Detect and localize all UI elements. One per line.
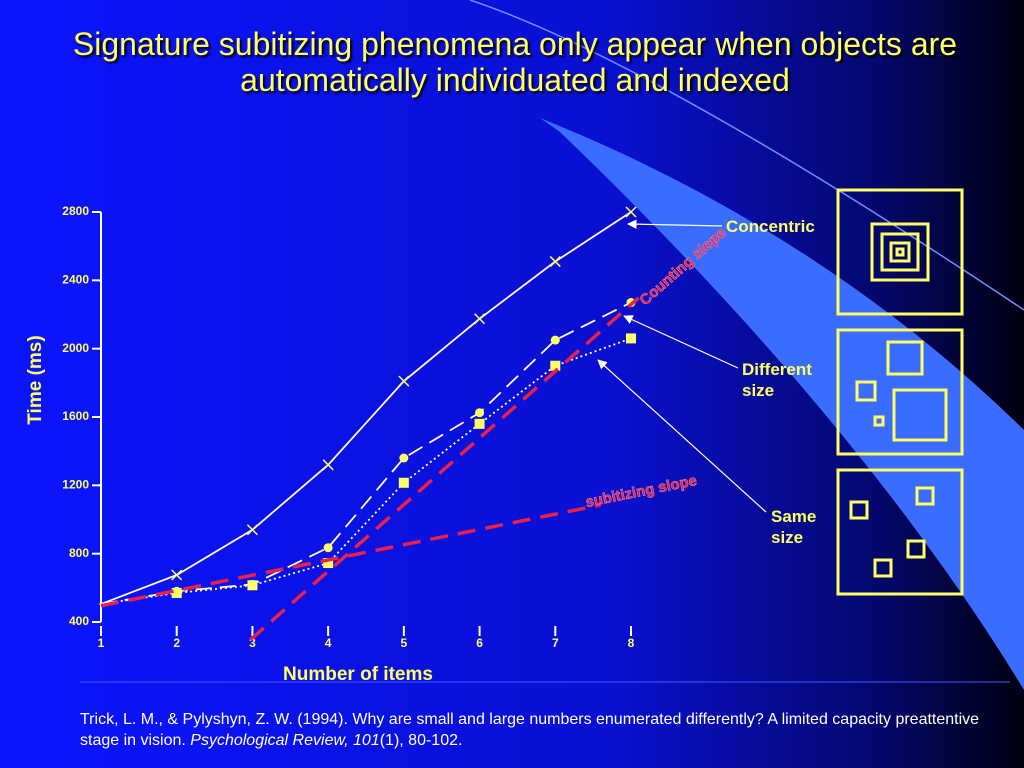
x-tick-label: 2 xyxy=(173,636,180,650)
citation-text: Trick, L. M., & Pylyshyn, Z. W. (1994). … xyxy=(80,711,980,749)
stimulus-icons xyxy=(836,188,964,596)
marker xyxy=(550,360,561,371)
marker xyxy=(322,459,334,471)
y-tick-label: 1200 xyxy=(62,478,89,492)
y-tick-label: 400 xyxy=(69,614,89,628)
x-axis-label: Number of items xyxy=(283,664,433,685)
x-tick-label: 6 xyxy=(476,636,483,650)
swoosh-line xyxy=(469,0,1024,311)
slide-title: Signature subitizing phenomena only appe… xyxy=(72,26,958,98)
series-line xyxy=(100,337,632,605)
annotation-arrows xyxy=(597,219,767,513)
citation-rest: (1), 80-102. xyxy=(379,732,463,749)
fit-line xyxy=(249,296,640,642)
x-tick-label: 8 xyxy=(628,636,635,650)
marker xyxy=(474,313,486,325)
y-tick-label: 2800 xyxy=(62,204,89,218)
y-axis-label: Time (ms) xyxy=(25,335,46,424)
marker xyxy=(475,408,485,418)
marker xyxy=(398,375,410,387)
marker xyxy=(549,256,561,268)
marker xyxy=(323,558,334,569)
marker xyxy=(474,418,485,429)
series-line xyxy=(100,301,632,605)
x-tick-label: 4 xyxy=(325,636,332,650)
series-line xyxy=(100,211,632,605)
marker xyxy=(398,477,409,488)
x-tick-label: 5 xyxy=(401,636,408,650)
marker xyxy=(246,524,258,536)
x-tick-label: 7 xyxy=(552,636,559,650)
marker xyxy=(171,587,182,598)
marker xyxy=(323,543,333,553)
swoosh xyxy=(540,118,1024,690)
marker xyxy=(247,580,258,591)
fit-line xyxy=(100,503,602,608)
y-tick-label: 800 xyxy=(69,546,89,560)
citation-journal: Psychological Review, 101 xyxy=(190,732,380,749)
citation: Trick, L. M., & Pylyshyn, Z. W. (1994). … xyxy=(80,709,980,751)
y-tick-label: 2000 xyxy=(62,341,89,355)
y-tick-label: 2400 xyxy=(62,273,89,287)
y-tick-label: 1600 xyxy=(62,409,89,423)
marker xyxy=(625,206,637,218)
series-label: Concentric xyxy=(726,217,815,236)
marker xyxy=(171,569,183,581)
marker xyxy=(626,333,636,344)
series-label: Different size xyxy=(742,360,812,400)
marker xyxy=(399,453,409,463)
x-tick-label: 3 xyxy=(249,636,256,650)
x-tick-label: 1 xyxy=(98,636,105,650)
marker xyxy=(550,335,560,345)
series-label: Same size xyxy=(771,507,817,547)
